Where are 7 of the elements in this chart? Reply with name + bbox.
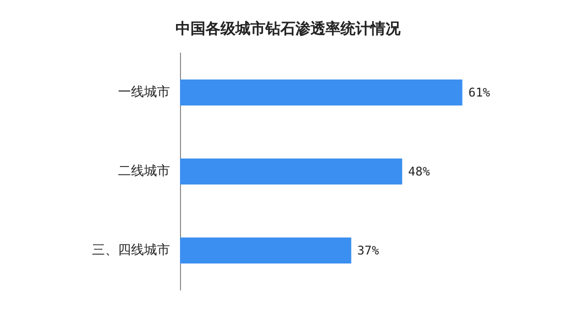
y-tick-label: 二线城市 (118, 164, 170, 179)
chart-title: 中国各级城市钻石渗透率统计情况 (176, 20, 402, 38)
data-label: 48% (408, 164, 431, 178)
y-tick-label: 一线城市 (118, 85, 170, 100)
data-label: 61% (468, 86, 491, 100)
y-tick-label: 三、四线城市 (92, 243, 170, 258)
data-label: 37% (357, 244, 380, 258)
